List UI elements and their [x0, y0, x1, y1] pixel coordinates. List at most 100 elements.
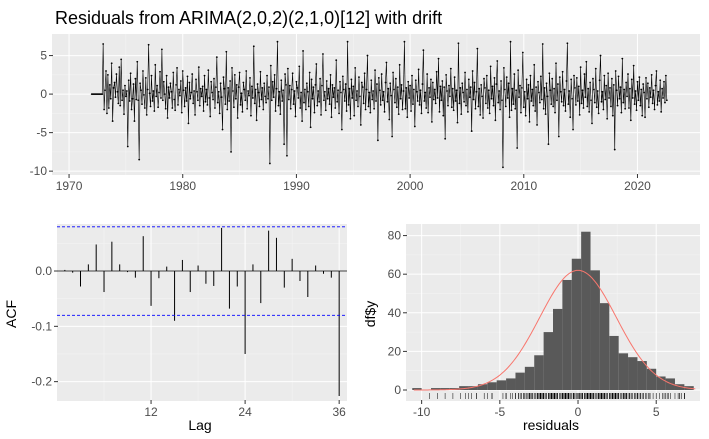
- residual-point: [431, 81, 434, 84]
- residual-point: [268, 86, 270, 89]
- residual-point: [229, 80, 232, 82]
- residual-point: [522, 106, 525, 109]
- residual-point: [195, 78, 197, 81]
- residual-point: [411, 74, 413, 77]
- residual-point: [542, 107, 545, 110]
- histogram-panel: 0 20 40 60 80 -10 -5 0 5 residuals df$y: [362, 224, 700, 433]
- residual-point: [643, 91, 646, 94]
- residual-point: [460, 113, 463, 116]
- residual-point: [188, 81, 191, 84]
- residual-point: [418, 103, 421, 106]
- acf-x-axis: 12 24 36: [144, 400, 346, 419]
- residual-point: [645, 77, 647, 79]
- residual-point: [484, 87, 486, 89]
- residual-point: [166, 117, 169, 119]
- residual-point: [349, 117, 352, 120]
- residual-point: [178, 94, 181, 97]
- residual-point: [439, 85, 442, 88]
- residual-point: [310, 78, 313, 81]
- residual-point: [344, 83, 347, 85]
- residual-point: [616, 104, 619, 107]
- residual-point: [307, 105, 310, 108]
- residual-point: [348, 87, 351, 90]
- residual-point: [477, 105, 480, 108]
- residual-point: [356, 90, 358, 92]
- residual-point: [234, 97, 237, 100]
- residual-point: [637, 99, 640, 102]
- residual-point: [291, 72, 294, 75]
- residual-point: [286, 67, 289, 70]
- residual-point: [440, 99, 443, 102]
- histogram-x-tick-label: -10: [413, 405, 431, 419]
- residual-point: [640, 88, 643, 91]
- residual-point: [458, 102, 461, 105]
- residual-point: [364, 108, 367, 111]
- residual-point: [597, 112, 600, 115]
- residual-point: [262, 108, 265, 111]
- residual-point: [375, 100, 377, 102]
- residual-point: [559, 90, 562, 93]
- residual-point: [529, 74, 532, 77]
- residual-point: [615, 89, 618, 92]
- acf-x-tick-label: 24: [238, 405, 252, 419]
- residual-point: [243, 88, 246, 91]
- residual-point: [218, 112, 221, 115]
- residual-point: [516, 147, 519, 149]
- residual-point: [561, 70, 564, 73]
- residual-point: [518, 96, 520, 99]
- residual-point: [608, 97, 610, 99]
- residual-point: [628, 87, 631, 90]
- residual-point: [395, 106, 398, 109]
- residual-point: [322, 99, 325, 102]
- residual-point: [347, 103, 350, 106]
- residual-point: [335, 59, 338, 62]
- residual-point: [134, 77, 137, 80]
- residual-point: [157, 106, 160, 109]
- residual-point: [361, 86, 364, 89]
- residual-point: [612, 83, 615, 86]
- timeseries-y-axis: 5 0 -5 -10: [30, 49, 53, 178]
- residual-point: [311, 97, 314, 100]
- residual-point: [339, 80, 341, 83]
- residual-point: [238, 71, 241, 74]
- residual-series: [90, 40, 668, 169]
- residual-point: [210, 80, 213, 83]
- residual-point: [105, 70, 107, 72]
- residual-point: [266, 74, 268, 77]
- timeseries-x-tick-label: 2020: [624, 179, 651, 193]
- residual-point: [592, 77, 594, 80]
- residual-point: [216, 101, 219, 104]
- residual-point: [155, 95, 158, 98]
- residual-point: [213, 77, 215, 80]
- residual-point: [393, 88, 395, 91]
- residual-point: [587, 87, 590, 90]
- residual-point: [199, 87, 202, 90]
- residual-point: [204, 100, 207, 103]
- residual-point: [222, 76, 225, 79]
- residual-point: [551, 77, 554, 80]
- residual-point: [482, 117, 484, 119]
- residual-point: [448, 95, 451, 98]
- timeseries-x-axis: 1970 1980 1990 2000 2010 2020: [56, 174, 651, 193]
- residual-point: [370, 79, 373, 82]
- histogram-y-tick-label: 0: [394, 383, 401, 397]
- residual-point: [116, 90, 119, 93]
- residual-point: [595, 106, 598, 109]
- histogram-y-axis: 0 20 40 60 80: [388, 229, 407, 397]
- residual-point: [169, 82, 172, 85]
- histogram-bar: [459, 386, 469, 390]
- residual-point: [655, 70, 658, 72]
- residual-point: [456, 121, 459, 124]
- residual-point: [464, 71, 466, 74]
- acf-plot-background: [57, 224, 347, 401]
- residual-point: [475, 90, 478, 93]
- residual-point: [607, 72, 610, 75]
- residual-point: [426, 73, 429, 75]
- residual-point: [533, 63, 536, 66]
- residual-point: [120, 58, 123, 61]
- residual-point: [539, 75, 542, 78]
- residual-point: [594, 67, 597, 70]
- residual-point: [596, 90, 599, 92]
- residual-point: [447, 104, 449, 107]
- residual-point: [232, 106, 235, 109]
